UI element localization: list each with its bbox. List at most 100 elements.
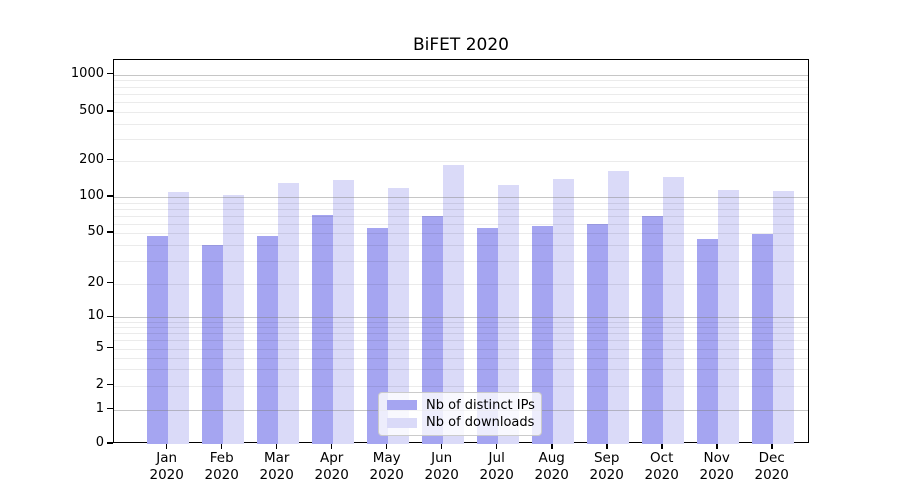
y-tick-label: 0 (95, 435, 104, 450)
y-tick-label: 5 (95, 339, 104, 355)
x-tick-label: Oct 2020 (634, 450, 690, 484)
bar-downloads (607, 171, 629, 444)
x-tick-year: 2020 (754, 467, 789, 483)
x-tick-mark (440, 444, 443, 449)
x-tick-mark (551, 444, 553, 449)
y-tick-mark (107, 383, 113, 386)
y-tick-mark (107, 72, 113, 75)
y-tick-label: 1000 (70, 65, 104, 81)
bar-downloads (332, 180, 354, 444)
x-tick-mark (165, 444, 168, 449)
x-tick-label: Jun 2020 (414, 450, 470, 484)
minor-gridline (114, 333, 808, 335)
y-tick-mark (107, 110, 113, 112)
x-tick-month: Sep (593, 450, 620, 466)
x-tick-mark (771, 444, 773, 449)
legend-label-downloads: Nb of downloads (426, 415, 535, 431)
bar-distinct-ips (586, 223, 608, 444)
minor-gridline (114, 123, 808, 125)
y-tick-mark (107, 158, 113, 161)
minor-gridline (114, 93, 808, 95)
bar-distinct-ips (531, 226, 553, 444)
legend-swatch-distinct-ips (387, 400, 417, 411)
bar-distinct-ips (146, 236, 168, 444)
x-tick-mark (661, 444, 663, 449)
y-tick-label: 50 (87, 224, 104, 239)
bar-distinct-ips (366, 228, 388, 444)
minor-gridline (114, 327, 808, 329)
x-tick-month: Mar (263, 450, 290, 466)
legend: Nb of distinct IPs Nb of downloads (378, 392, 542, 436)
y-tick-mark (107, 231, 113, 233)
y-tick-mark (107, 346, 113, 349)
minor-gridline (114, 208, 808, 210)
bar-downloads (387, 187, 409, 444)
minor-gridline (114, 261, 808, 263)
x-tick-month: Nov (703, 450, 730, 466)
legend-entry-downloads: Nb of downloads (387, 415, 535, 431)
x-tick-label: Mar 2020 (249, 450, 305, 484)
x-tick-mark (275, 444, 278, 449)
bar-downloads (717, 190, 739, 444)
minor-gridline (114, 348, 808, 350)
legend-swatch-downloads (387, 417, 417, 428)
bar-distinct-ips (696, 238, 718, 444)
x-tick-label: Aug 2020 (524, 450, 580, 484)
minor-gridline (114, 202, 808, 204)
minor-gridline (114, 86, 808, 88)
minor-gridline (114, 385, 808, 387)
x-tick-year: 2020 (424, 467, 459, 483)
minor-gridline (114, 112, 808, 113)
minor-gridline (114, 80, 808, 82)
x-tick-label: Sep 2020 (579, 450, 635, 484)
x-tick-month: May (372, 450, 401, 466)
x-tick-label: May 2020 (359, 450, 415, 484)
x-tick-year: 2020 (589, 467, 624, 483)
x-tick-mark (330, 444, 333, 449)
minor-gridline (114, 322, 808, 323)
x-tick-label: Jan 2020 (139, 450, 195, 484)
minor-gridline (114, 340, 808, 342)
y-tick-mark (107, 315, 113, 318)
bar-downloads (222, 195, 244, 444)
x-tick-year: 2020 (369, 467, 404, 483)
legend-label-distinct-ips: Nb of distinct IPs (426, 397, 535, 413)
x-tick-year: 2020 (479, 467, 514, 483)
x-tick-month: Jan (156, 450, 178, 466)
x-tick-label: Jul 2020 (469, 450, 525, 484)
minor-gridline (114, 369, 808, 371)
x-tick-year: 2020 (699, 467, 734, 483)
x-tick-label: Apr 2020 (304, 450, 360, 484)
bar-distinct-ips (751, 234, 773, 444)
x-tick-label: Nov 2020 (689, 450, 745, 484)
plot-area (113, 59, 809, 444)
minor-gridline (114, 283, 808, 285)
bar-distinct-ips (201, 245, 223, 444)
x-tick-mark (385, 444, 388, 449)
minor-gridline (114, 357, 808, 359)
y-tick-mark (107, 407, 113, 410)
chart-title: BiFET 2020 (413, 35, 509, 55)
bar-distinct-ips (311, 214, 333, 444)
major-gridline (114, 317, 808, 319)
y-tick-label: 10 (87, 308, 104, 324)
bar-downloads (772, 190, 794, 444)
y-tick-mark (107, 442, 113, 444)
bar-downloads (552, 179, 574, 444)
bar-distinct-ips (641, 216, 663, 444)
minor-gridline (114, 223, 808, 225)
y-tick-label: 1 (95, 400, 104, 416)
x-tick-month: Aug (538, 450, 565, 466)
x-tick-year: 2020 (534, 467, 569, 483)
bar-distinct-ips (421, 215, 443, 444)
bar-downloads (497, 185, 519, 444)
x-tick-month: Jun (431, 450, 453, 466)
y-tick-label: 2 (95, 376, 104, 392)
minor-gridline (114, 215, 808, 217)
x-tick-year: 2020 (204, 467, 239, 483)
bar-distinct-ips (476, 228, 498, 444)
x-tick-month: Jul (488, 450, 505, 466)
x-tick-label: Feb 2020 (194, 450, 250, 484)
x-tick-label: Dec 2020 (744, 450, 800, 484)
